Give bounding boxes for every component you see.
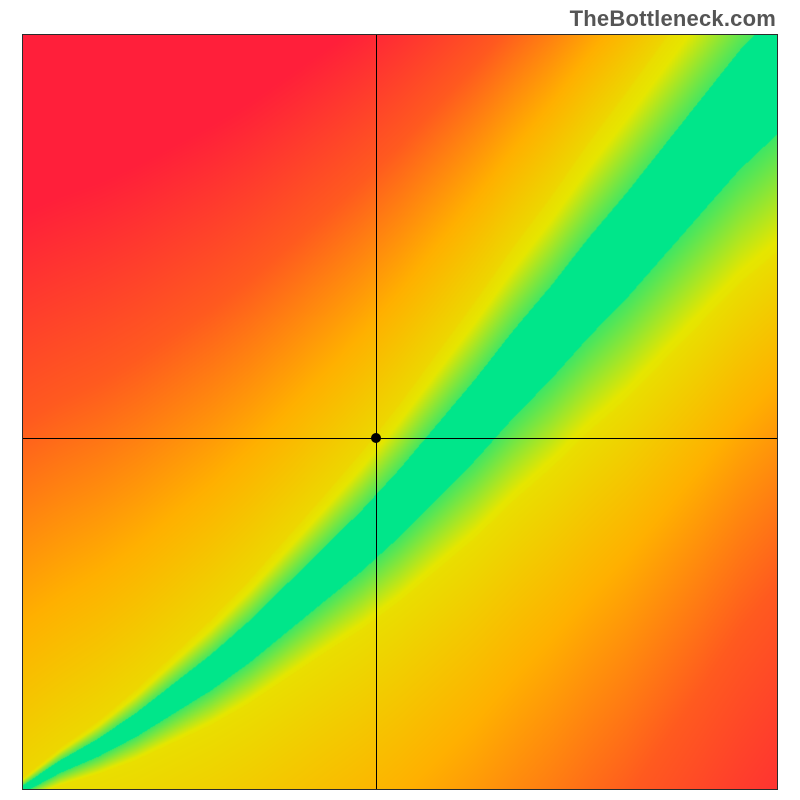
chart-container: TheBottleneck.com [0, 0, 800, 800]
plot-area [22, 34, 778, 790]
crosshair-vertical [376, 35, 377, 789]
marker-point [371, 433, 381, 443]
heatmap-canvas [23, 35, 777, 789]
crosshair-horizontal [23, 438, 777, 439]
watermark-label: TheBottleneck.com [570, 6, 776, 32]
